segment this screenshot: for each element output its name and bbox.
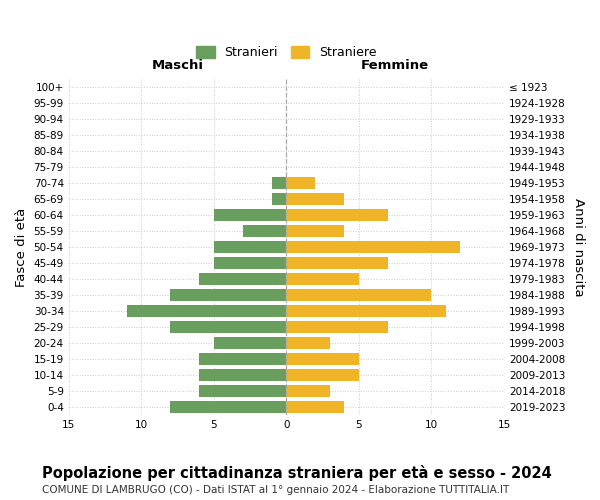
Bar [286, 273, 359, 285]
Bar [286, 192, 344, 205]
Bar [214, 337, 286, 349]
Bar [286, 224, 344, 237]
Bar [286, 305, 446, 318]
Bar [286, 369, 359, 382]
Text: Femmine: Femmine [361, 59, 429, 72]
Bar [272, 192, 286, 205]
Bar [286, 289, 431, 302]
Bar [170, 401, 286, 413]
Bar [286, 240, 460, 253]
Bar [170, 321, 286, 334]
Bar [214, 240, 286, 253]
Bar [286, 208, 388, 221]
Bar [272, 176, 286, 189]
Bar [199, 353, 286, 366]
Legend: Stranieri, Straniere: Stranieri, Straniere [191, 42, 382, 64]
Bar [286, 401, 344, 413]
Bar [199, 273, 286, 285]
Bar [286, 176, 316, 189]
Bar [243, 224, 286, 237]
Text: Popolazione per cittadinanza straniera per età e sesso - 2024: Popolazione per cittadinanza straniera p… [42, 465, 552, 481]
Bar [286, 385, 330, 398]
Bar [286, 337, 330, 349]
Bar [170, 289, 286, 302]
Bar [214, 208, 286, 221]
Bar [214, 256, 286, 269]
Text: Maschi: Maschi [151, 59, 203, 72]
Bar [286, 353, 359, 366]
Y-axis label: Anni di nascita: Anni di nascita [572, 198, 585, 296]
Text: COMUNE DI LAMBRUGO (CO) - Dati ISTAT al 1° gennaio 2024 - Elaborazione TUTTITALI: COMUNE DI LAMBRUGO (CO) - Dati ISTAT al … [42, 485, 509, 495]
Bar [286, 321, 388, 334]
Bar [199, 369, 286, 382]
Bar [127, 305, 286, 318]
Bar [286, 256, 388, 269]
Bar [199, 385, 286, 398]
Y-axis label: Fasce di età: Fasce di età [15, 208, 28, 286]
